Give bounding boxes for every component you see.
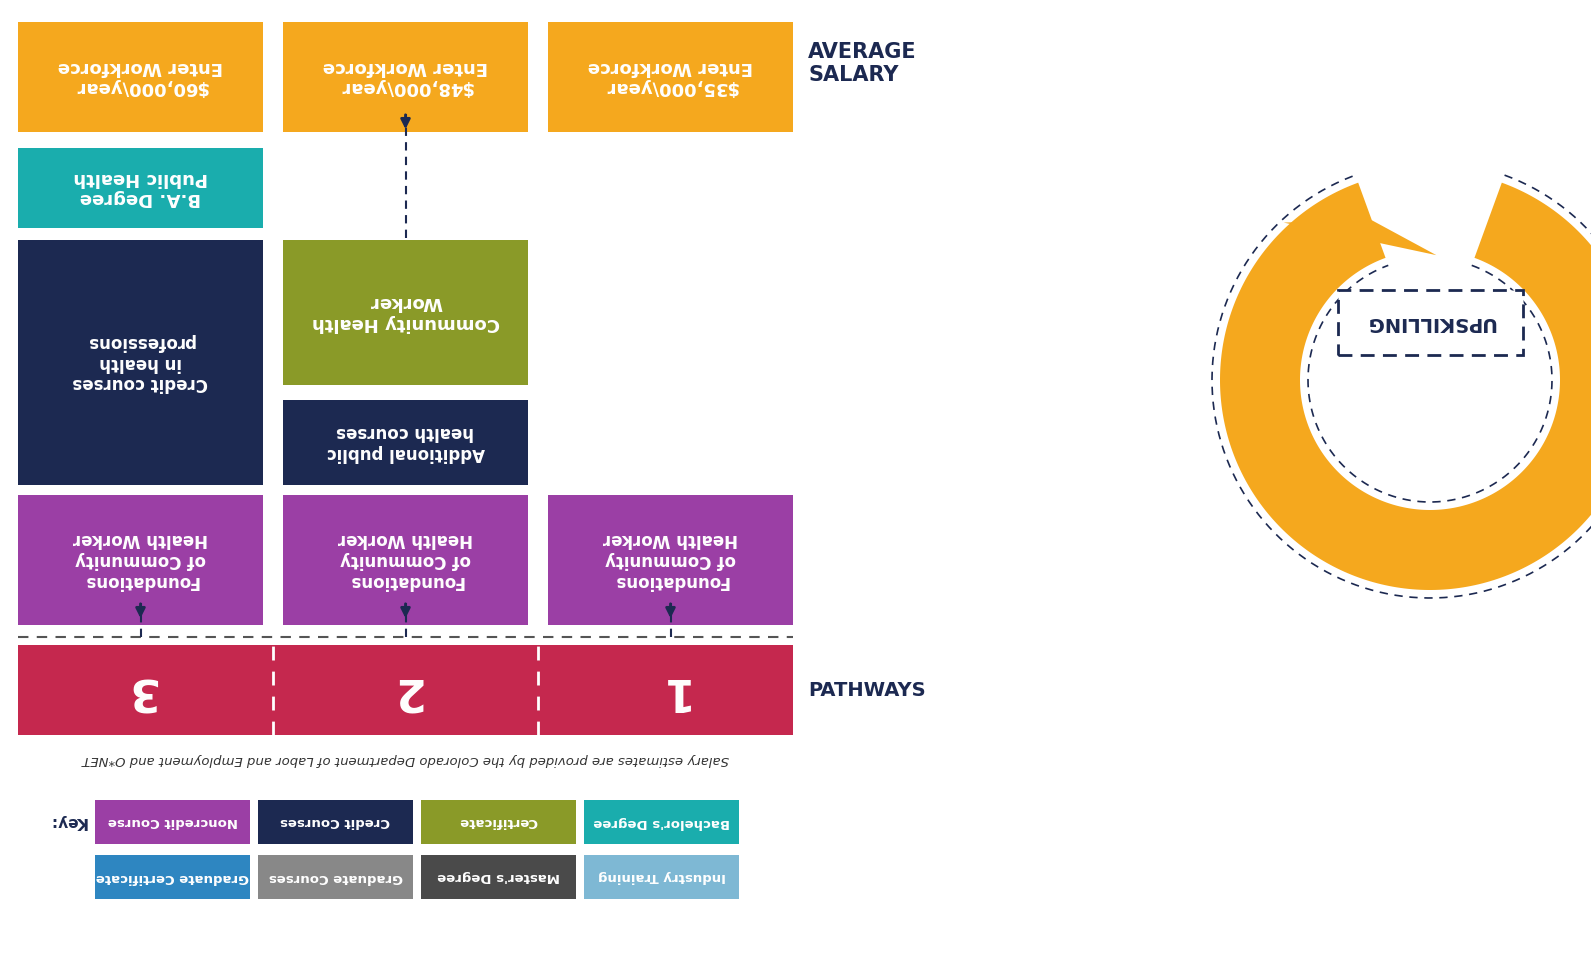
Bar	[18, 645, 792, 735]
Text: Salary estimates are provided by the Colorado Department of Labor and Employment: Salary estimates are provided by the Col…	[83, 753, 729, 766]
Text: $60,000\year
Enter Workforce: $60,000\year Enter Workforce	[57, 58, 223, 96]
Polygon shape	[1284, 220, 1437, 255]
Bar	[584, 855, 738, 899]
Text: PATHWAYS: PATHWAYS	[808, 681, 926, 700]
Text: Credit courses
in health
professions: Credit courses in health professions	[73, 333, 208, 393]
Text: 3: 3	[126, 668, 156, 711]
Text: Graduate Certificate: Graduate Certificate	[95, 871, 250, 883]
Bar	[422, 855, 576, 899]
Polygon shape	[1220, 182, 1591, 590]
Bar	[95, 855, 250, 899]
Bar	[547, 22, 792, 132]
Text: $48,000\year
Enter Workforce: $48,000\year Enter Workforce	[323, 58, 488, 96]
Text: Master's Degree: Master's Degree	[438, 871, 560, 883]
Text: Foundations
of Community
Health Worker: Foundations of Community Health Worker	[337, 530, 473, 589]
Bar	[547, 495, 792, 625]
Bar	[258, 800, 414, 844]
Text: AVERAGE
SALARY: AVERAGE SALARY	[808, 42, 916, 85]
Text: Additional public
health courses: Additional public health courses	[326, 423, 485, 462]
Text: Bachelor's Degree: Bachelor's Degree	[593, 815, 730, 828]
Bar	[95, 800, 250, 844]
Text: Graduate Courses: Graduate Courses	[269, 871, 403, 883]
FancyBboxPatch shape	[1338, 290, 1523, 355]
Text: 1: 1	[655, 668, 686, 711]
Text: UPSKILLING: UPSKILLING	[1365, 313, 1496, 332]
Text: Noncredit Course: Noncredit Course	[108, 815, 237, 828]
Bar	[258, 855, 414, 899]
Text: Credit Courses: Credit Courses	[280, 815, 390, 828]
Text: 2: 2	[390, 668, 422, 711]
Text: $35,000\year
Enter Workforce: $35,000\year Enter Workforce	[589, 58, 753, 96]
Text: Community Health
Worker: Community Health Worker	[312, 293, 500, 332]
Bar	[18, 148, 263, 228]
Text: B.A. Degree
Public Health: B.A. Degree Public Health	[73, 169, 208, 207]
Bar	[584, 800, 738, 844]
Bar	[283, 240, 528, 385]
Text: Certificate: Certificate	[460, 815, 538, 828]
Text: Industry Training: Industry Training	[598, 871, 725, 883]
Text: Foundations
of Community
Health Worker: Foundations of Community Health Worker	[603, 530, 738, 589]
Bar	[18, 22, 263, 132]
Bar	[283, 400, 528, 485]
Bar	[422, 800, 576, 844]
Bar	[283, 22, 528, 132]
Text: Foundations
of Community
Health Worker: Foundations of Community Health Worker	[73, 530, 208, 589]
Bar	[283, 495, 528, 625]
Bar	[18, 240, 263, 485]
Text: Key:: Key:	[49, 814, 88, 829]
Bar	[18, 495, 263, 625]
